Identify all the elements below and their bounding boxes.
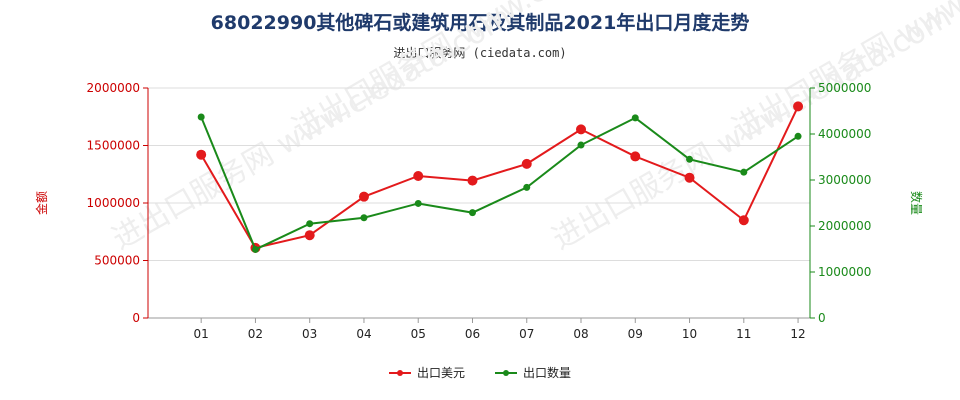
data-point-amount [467,175,478,186]
grid [148,87,810,319]
x-tick-label: 06 [465,327,480,341]
legend-item-quantity[interactable]: 出口数量 [495,364,571,381]
data-point-amount [738,215,749,226]
legend-swatch-amount [388,369,411,376]
chart-canvas: 进出口服务网 www.ciedata.com 进出口服务网 www.ciedata… [34,0,960,341]
data-point-quantity [468,209,476,217]
right-tick-label: 3000000 [818,173,871,187]
legend-swatch-quantity [495,369,517,376]
data-point-quantity [251,245,259,253]
data-point-quantity [523,183,531,191]
left-tick-label: 2000000 [87,81,140,95]
x-tick-label: 02 [248,327,263,341]
left-tick-label: 1000000 [87,196,140,210]
x-tick-label: 10 [682,327,697,341]
chart-subtitle: 进出口服务网 (ciedata.com) [393,46,567,60]
right-tick-label: 1000000 [818,265,871,279]
legend-item-amount[interactable]: 出口美元 [388,364,465,381]
watermark-text: 进出口服务网 www.ciedata.com [727,0,960,147]
axes: 0 500000 1000000 1500000 2000000 金额 0 1000000 20… [34,81,924,341]
data-point-quantity [197,113,205,121]
chart-title: 68022990其他碑石或建筑用石及其制品2021年出口月度走势 [210,12,750,34]
data-point-amount [413,170,424,181]
left-tick-label: 0 [132,311,140,325]
series-line-quantity [200,116,799,251]
data-point-amount [576,124,587,135]
data-point-quantity [686,155,694,163]
data-point-quantity [306,220,314,228]
data-point-quantity [740,168,748,176]
x-tick-label: 09 [628,327,643,341]
legend-label-quantity: 出口数量 [523,366,572,380]
x-tick-label: 01 [194,327,209,341]
series [196,101,804,253]
data-point-amount [793,101,804,112]
data-point-amount [358,191,369,202]
data-point-amount [684,172,695,183]
data-point-amount [196,149,207,160]
left-axis-label: 金额 [34,191,49,215]
x-tick-label: 07 [519,327,534,341]
data-point-quantity [794,132,802,140]
data-point-amount [521,158,532,169]
x-tick-label: 11 [736,327,751,341]
data-point-quantity [414,199,422,207]
right-tick-label: 4000000 [818,127,871,141]
x-tick-label: 08 [573,327,588,341]
left-tick-label: 1500000 [87,139,140,153]
right-tick-label: 5000000 [818,81,871,95]
right-tick-label: 2000000 [818,219,871,233]
data-point-quantity [360,214,368,222]
x-tick-label: 03 [302,327,317,341]
x-tick-label: 12 [790,327,805,341]
data-point-amount [304,230,315,241]
right-axis-label: 数量 [909,191,924,215]
x-tick-label: 04 [356,327,371,341]
data-point-quantity [631,114,639,122]
data-point-quantity [577,141,585,149]
legend: 出口美元 出口数量 [0,364,960,381]
data-point-amount [630,151,641,162]
series-line-amount [200,105,799,249]
legend-label-amount: 出口美元 [416,366,465,380]
left-tick-label: 500000 [94,254,140,268]
right-tick-label: 0 [818,311,826,325]
x-tick-label: 05 [411,327,426,341]
